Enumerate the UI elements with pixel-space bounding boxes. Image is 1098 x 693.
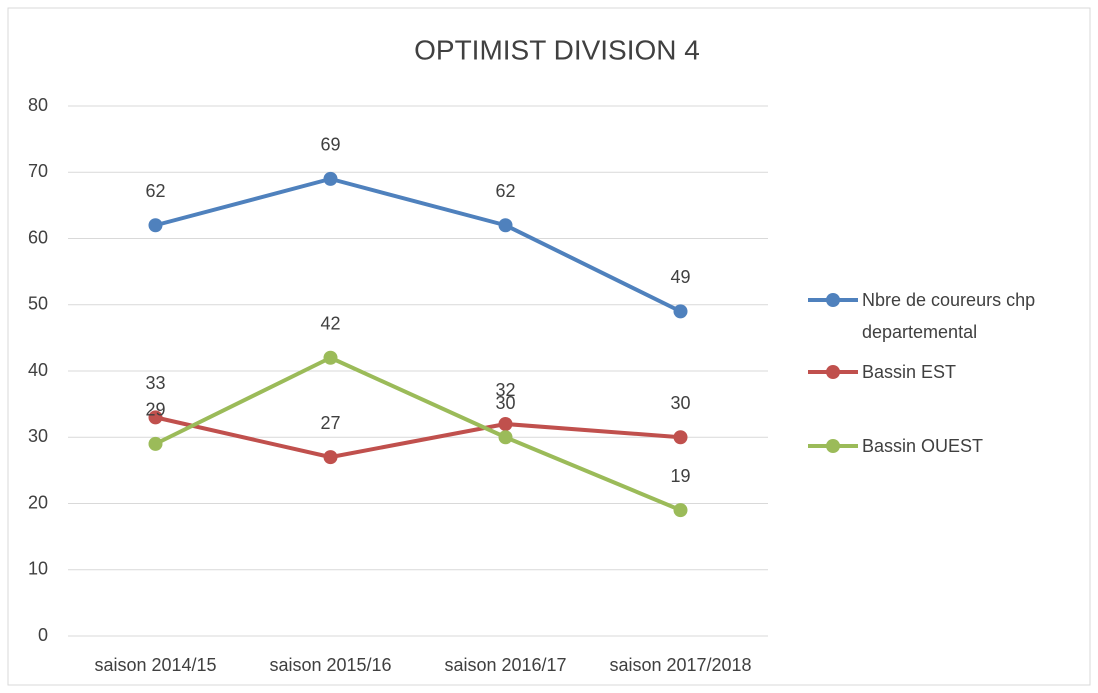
legend-marker: [826, 365, 840, 379]
data-label: 27: [320, 413, 340, 433]
data-label: 62: [145, 181, 165, 201]
data-label: 19: [670, 466, 690, 486]
point: [148, 436, 163, 451]
point: [148, 410, 163, 425]
legend-label: Bassin EST: [862, 362, 957, 382]
point: [498, 218, 513, 233]
y-tick-label: 0: [38, 625, 48, 645]
point: [323, 450, 338, 465]
y-tick-label: 60: [28, 227, 48, 247]
series-line: [155, 415, 681, 460]
x-tick-label: saison 2014/15: [94, 655, 216, 675]
point: [498, 417, 513, 431]
legend-marker: [826, 439, 840, 453]
x-tick-label: saison 2015/16: [269, 655, 391, 675]
y-tick-label: 80: [28, 95, 48, 115]
legend-label: Nbre de coureurs chp departemental: [862, 290, 1036, 342]
data-label: 49: [670, 267, 690, 287]
series-line: [154, 176, 682, 314]
point: [673, 503, 688, 518]
data-label: 30: [495, 393, 515, 413]
data-label: 69: [320, 135, 340, 155]
series-line: [154, 355, 682, 512]
y-tick-label: 30: [28, 426, 48, 446]
x-tick-label: saison 2016/17: [444, 655, 566, 675]
y-tick-label: 50: [28, 294, 48, 314]
point: [673, 430, 688, 445]
point: [673, 304, 688, 319]
point: [148, 218, 163, 233]
y-tick-label: 10: [28, 559, 48, 579]
legend-label: Bassin OUEST: [862, 436, 984, 456]
data-label: 32: [495, 380, 515, 400]
x-tick-label: saison 2017/2018: [609, 655, 751, 675]
chart-frame: [7, 7, 1091, 686]
legend-marker: [826, 293, 840, 307]
y-tick-label: 70: [28, 161, 48, 181]
chart-title: OPTIMIST DIVISION 4: [414, 34, 700, 65]
point: [323, 350, 338, 365]
data-label: 42: [320, 314, 340, 334]
data-label: 62: [495, 181, 515, 201]
point: [323, 171, 338, 186]
data-label: 29: [145, 400, 165, 420]
y-tick-label: 40: [28, 360, 48, 380]
y-tick-label: 20: [28, 492, 48, 512]
data-label: 30: [670, 393, 690, 413]
data-label: 33: [145, 373, 165, 393]
point: [498, 430, 513, 445]
